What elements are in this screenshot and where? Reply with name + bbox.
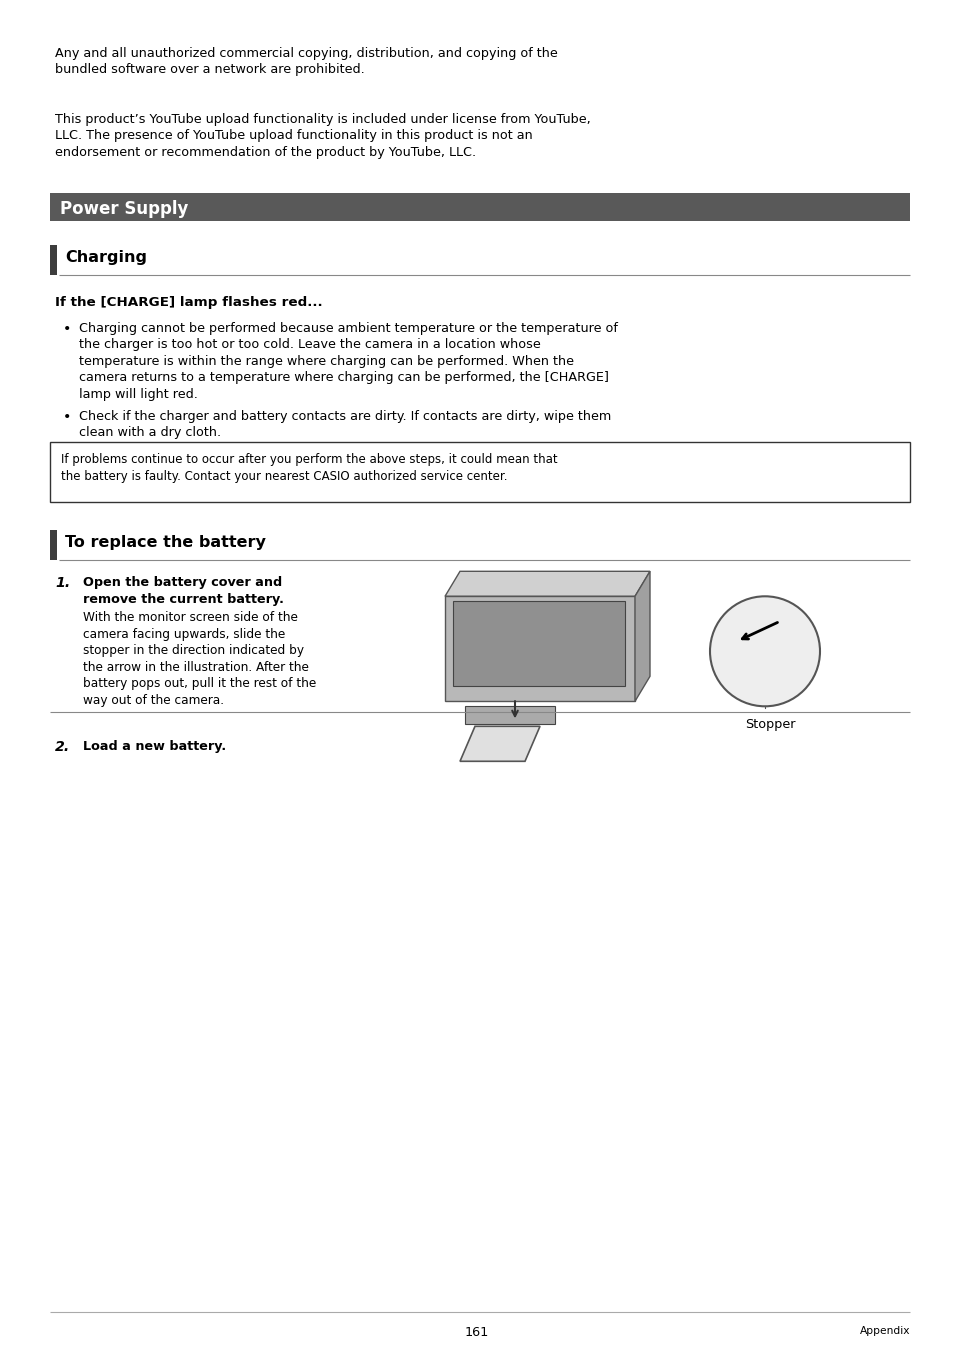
Polygon shape: [459, 726, 539, 761]
Text: Stopper: Stopper: [744, 718, 795, 731]
Text: the battery is faulty. Contact your nearest CASIO authorized service center.: the battery is faulty. Contact your near…: [61, 470, 507, 483]
FancyBboxPatch shape: [50, 442, 909, 502]
Text: battery pops out, pull it the rest of the: battery pops out, pull it the rest of th…: [83, 677, 315, 691]
Text: 1.: 1.: [55, 577, 71, 590]
Bar: [464, 706, 555, 725]
Bar: [50, 531, 57, 560]
Text: stopper in the direction indicated by: stopper in the direction indicated by: [83, 645, 304, 657]
Text: Appendix: Appendix: [859, 1326, 909, 1337]
Text: Charging: Charging: [65, 250, 147, 265]
Text: To replace the battery: To replace the battery: [65, 535, 266, 551]
Bar: [50, 193, 909, 221]
Polygon shape: [635, 571, 649, 702]
Text: remove the current battery.: remove the current battery.: [83, 593, 284, 605]
Text: Load a new battery.: Load a new battery.: [83, 740, 226, 753]
Polygon shape: [444, 596, 635, 702]
Text: endorsement or recommendation of the product by YouTube, LLC.: endorsement or recommendation of the pro…: [55, 147, 476, 159]
Text: lamp will light red.: lamp will light red.: [79, 388, 197, 400]
Text: bundled software over a network are prohibited.: bundled software over a network are proh…: [55, 64, 364, 76]
Text: Check if the charger and battery contacts are dirty. If contacts are dirty, wipe: Check if the charger and battery contact…: [79, 410, 611, 423]
Text: Charging cannot be performed because ambient temperature or the temperature of: Charging cannot be performed because amb…: [79, 322, 618, 335]
Text: With the monitor screen side of the: With the monitor screen side of the: [83, 611, 297, 624]
Text: camera facing upwards, slide the: camera facing upwards, slide the: [83, 628, 285, 641]
Bar: [50, 244, 57, 275]
Text: Any and all unauthorized commercial copying, distribution, and copying of the: Any and all unauthorized commercial copy…: [55, 47, 558, 60]
Text: •: •: [63, 322, 71, 335]
Bar: [453, 601, 624, 687]
Circle shape: [709, 596, 820, 706]
Polygon shape: [444, 571, 649, 596]
Text: the arrow in the illustration. After the: the arrow in the illustration. After the: [83, 661, 309, 674]
Text: Power Supply: Power Supply: [60, 199, 188, 218]
Text: the charger is too hot or too cold. Leave the camera in a location whose: the charger is too hot or too cold. Leav…: [79, 338, 540, 351]
Text: way out of the camera.: way out of the camera.: [83, 693, 224, 707]
Text: camera returns to a temperature where charging can be performed, the [CHARGE]: camera returns to a temperature where ch…: [79, 372, 608, 384]
Text: If the [CHARGE] lamp flashes red...: If the [CHARGE] lamp flashes red...: [55, 296, 322, 309]
Text: 2.: 2.: [55, 740, 71, 753]
Text: 161: 161: [464, 1326, 489, 1339]
Text: temperature is within the range where charging can be performed. When the: temperature is within the range where ch…: [79, 354, 574, 368]
Text: LLC. The presence of YouTube upload functionality in this product is not an: LLC. The presence of YouTube upload func…: [55, 129, 532, 142]
Text: This product’s YouTube upload functionality is included under license from YouTu: This product’s YouTube upload functional…: [55, 113, 590, 126]
Text: Open the battery cover and: Open the battery cover and: [83, 577, 282, 589]
Text: clean with a dry cloth.: clean with a dry cloth.: [79, 426, 221, 440]
Text: If problems continue to occur after you perform the above steps, it could mean t: If problems continue to occur after you …: [61, 453, 558, 467]
Text: •: •: [63, 410, 71, 423]
